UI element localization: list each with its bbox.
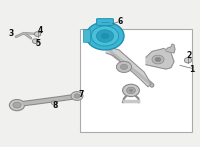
Text: 7: 7 bbox=[79, 90, 84, 99]
Bar bbox=[80, 29, 192, 132]
Circle shape bbox=[34, 32, 41, 36]
FancyBboxPatch shape bbox=[97, 19, 113, 25]
Text: 4: 4 bbox=[37, 26, 43, 35]
Polygon shape bbox=[106, 47, 151, 87]
Circle shape bbox=[86, 22, 124, 50]
Circle shape bbox=[101, 33, 109, 39]
Circle shape bbox=[116, 61, 132, 72]
Circle shape bbox=[74, 94, 80, 98]
Polygon shape bbox=[146, 49, 174, 69]
Text: 5: 5 bbox=[36, 39, 41, 48]
Polygon shape bbox=[123, 100, 139, 102]
Circle shape bbox=[96, 30, 114, 42]
Circle shape bbox=[127, 87, 135, 94]
Text: 2: 2 bbox=[186, 51, 191, 60]
Text: 1: 1 bbox=[189, 65, 194, 74]
Circle shape bbox=[9, 100, 25, 111]
Circle shape bbox=[123, 84, 139, 97]
Text: 3: 3 bbox=[9, 29, 14, 38]
Text: 8: 8 bbox=[52, 101, 58, 110]
Circle shape bbox=[155, 57, 161, 62]
Circle shape bbox=[13, 102, 21, 108]
Text: 6: 6 bbox=[118, 17, 123, 26]
Circle shape bbox=[184, 58, 192, 63]
Circle shape bbox=[129, 89, 133, 92]
Circle shape bbox=[51, 101, 57, 105]
Polygon shape bbox=[166, 44, 175, 53]
Circle shape bbox=[71, 92, 83, 100]
Circle shape bbox=[32, 39, 39, 44]
Circle shape bbox=[91, 26, 119, 46]
Circle shape bbox=[152, 55, 164, 64]
FancyBboxPatch shape bbox=[83, 30, 91, 42]
Circle shape bbox=[120, 64, 128, 70]
